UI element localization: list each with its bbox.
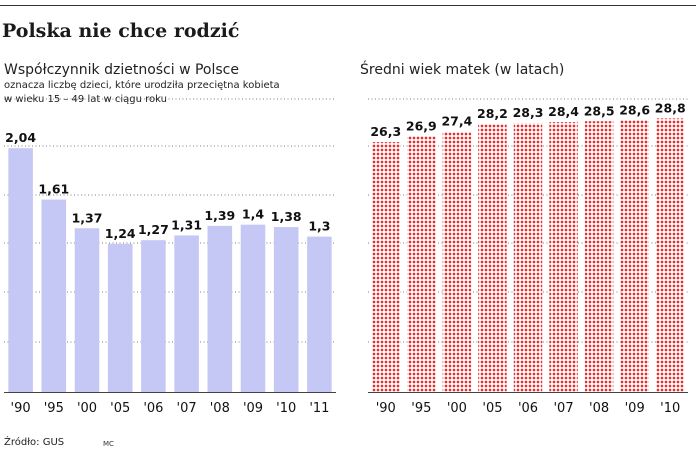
fertility-bar-4 bbox=[141, 240, 166, 392]
fertility-tick-label-3: '05 bbox=[110, 401, 130, 416]
fertility-bar-0 bbox=[8, 148, 33, 392]
mother-age-value-label-6: 28,5 bbox=[584, 103, 615, 118]
mother-age-bar-0 bbox=[371, 142, 400, 392]
fertility-value-label-4: 1,27 bbox=[138, 222, 169, 237]
mother-age-bar-1 bbox=[407, 136, 436, 392]
mother-age-value-label-2: 27,4 bbox=[441, 114, 472, 129]
mother-age-tick-label-2: '00 bbox=[447, 401, 467, 416]
fertility-bar-7 bbox=[240, 224, 266, 392]
fertility-bar-9 bbox=[307, 236, 332, 392]
fertility-tick-label-0: '90 bbox=[11, 401, 31, 416]
mother-age-value-label-7: 28,6 bbox=[619, 102, 650, 117]
mother-age-bar-3 bbox=[478, 124, 507, 392]
source-note: Źródło: GUS bbox=[4, 437, 65, 448]
page-title: Polska nie chce rodzić bbox=[2, 20, 240, 42]
fertility-value-label-3: 1,24 bbox=[105, 226, 136, 241]
mother-age-tick-label-5: '07 bbox=[553, 401, 573, 416]
fertility-bar-2 bbox=[74, 228, 100, 392]
fertility-tick-label-1: '95 bbox=[44, 401, 64, 416]
mother-age-value-label-1: 26,9 bbox=[406, 118, 437, 133]
fertility-bar-6 bbox=[207, 225, 233, 392]
mother-age-bar-2 bbox=[442, 131, 472, 392]
fertility-tick-label-5: '07 bbox=[177, 401, 197, 416]
fertility-bar-8 bbox=[273, 227, 299, 392]
mother-age-tick-label-6: '08 bbox=[589, 401, 609, 416]
fertility-tick-label-6: '08 bbox=[210, 401, 230, 416]
fertility-value-label-2: 1,37 bbox=[72, 210, 103, 225]
mother-age-bar-8 bbox=[656, 118, 685, 393]
fertility-tick-label-9: '11 bbox=[309, 401, 329, 416]
mother-age-value-label-8: 28,8 bbox=[655, 100, 686, 115]
fertility-value-label-7: 1,4 bbox=[242, 207, 264, 222]
fertility-tick-label-7: '09 bbox=[243, 401, 263, 416]
mother-age-tick-label-8: '10 bbox=[660, 401, 680, 416]
mother-age-bar-7 bbox=[620, 120, 649, 393]
fertility-value-label-0: 2,04 bbox=[5, 130, 36, 145]
fertility-tick-label-2: '00 bbox=[77, 401, 97, 416]
mother-age-value-label-0: 26,3 bbox=[370, 124, 401, 139]
fertility-chart-subtitle-line-1: oznacza liczbę dzieci, które urodziła pr… bbox=[4, 80, 280, 91]
author-credit: MC bbox=[103, 440, 114, 448]
fertility-bar-1 bbox=[41, 199, 67, 392]
fertility-bar-5 bbox=[174, 235, 199, 392]
mother-age-tick-label-1: '95 bbox=[411, 401, 431, 416]
mother-age-value-label-5: 28,4 bbox=[548, 104, 579, 119]
fertility-value-label-6: 1,39 bbox=[204, 208, 235, 223]
mother-age-tick-label-0: '90 bbox=[376, 401, 396, 416]
mother-age-tick-label-4: '06 bbox=[518, 401, 538, 416]
fertility-value-label-1: 1,61 bbox=[38, 182, 69, 197]
fertility-chart-subtitle-line-2: w wieku 15 – 49 lat w ciągu roku bbox=[4, 94, 167, 105]
fertility-tick-label-4: '06 bbox=[143, 401, 163, 416]
fertility-value-label-9: 1,3 bbox=[308, 219, 330, 234]
fertility-chart-title: Współczynnik dzietności w Polsce bbox=[4, 62, 239, 78]
mother-age-chart-title: Średni wiek matek (w latach) bbox=[360, 62, 565, 78]
mother-age-bar-4 bbox=[513, 123, 543, 393]
fertility-value-label-8: 1,38 bbox=[271, 209, 302, 224]
fertility-tick-label-8: '10 bbox=[276, 401, 296, 416]
mother-age-value-label-3: 28,2 bbox=[477, 106, 508, 121]
fertility-bar-3 bbox=[107, 243, 133, 392]
mother-age-value-label-4: 28,3 bbox=[513, 105, 544, 120]
mother-age-tick-label-3: '05 bbox=[482, 401, 502, 416]
top-rule bbox=[0, 5, 696, 6]
mother-age-bar-5 bbox=[549, 122, 578, 392]
mother-age-tick-label-7: '09 bbox=[625, 401, 645, 416]
fertility-value-label-5: 1,31 bbox=[171, 217, 202, 232]
mother-age-bar-6 bbox=[584, 121, 614, 392]
